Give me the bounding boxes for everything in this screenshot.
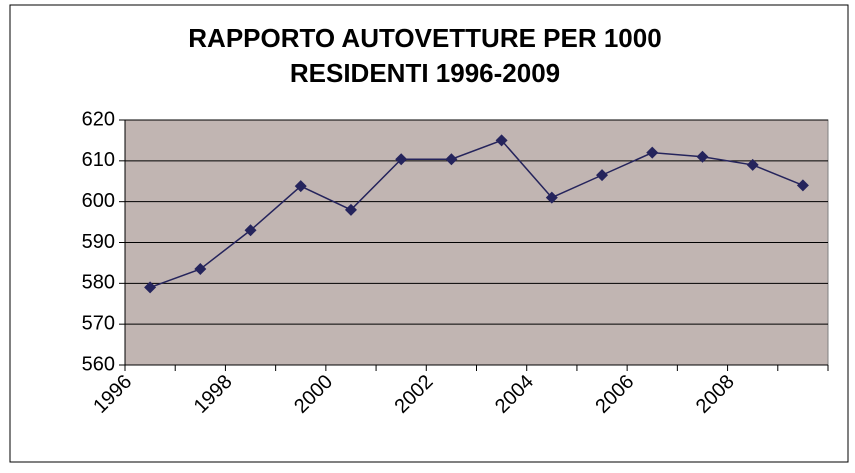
chart-title: RESIDENTI 1996-2009 bbox=[290, 58, 560, 88]
y-tick-label: 600 bbox=[82, 190, 115, 212]
y-tick-label: 560 bbox=[82, 353, 115, 375]
marker bbox=[545, 191, 558, 204]
marker bbox=[344, 203, 357, 216]
marker bbox=[646, 146, 659, 159]
marker bbox=[746, 158, 759, 171]
marker bbox=[596, 169, 609, 182]
y-tick-label: 610 bbox=[82, 149, 115, 171]
marker bbox=[294, 180, 307, 193]
marker bbox=[796, 179, 809, 192]
marker bbox=[395, 153, 408, 166]
line bbox=[149, 139, 804, 289]
chart-title: RAPPORTO AUTOVETTURE PER 1000 bbox=[188, 23, 661, 53]
marker bbox=[144, 281, 157, 294]
y-tick-label: 580 bbox=[82, 272, 115, 294]
marker bbox=[696, 150, 709, 163]
y-tick-label: 620 bbox=[82, 108, 115, 130]
marker bbox=[194, 263, 207, 276]
marker bbox=[495, 134, 508, 147]
marker bbox=[244, 224, 257, 237]
y-tick-label: 590 bbox=[82, 231, 115, 253]
y-tick-label: 570 bbox=[82, 312, 115, 334]
marker bbox=[445, 153, 458, 166]
